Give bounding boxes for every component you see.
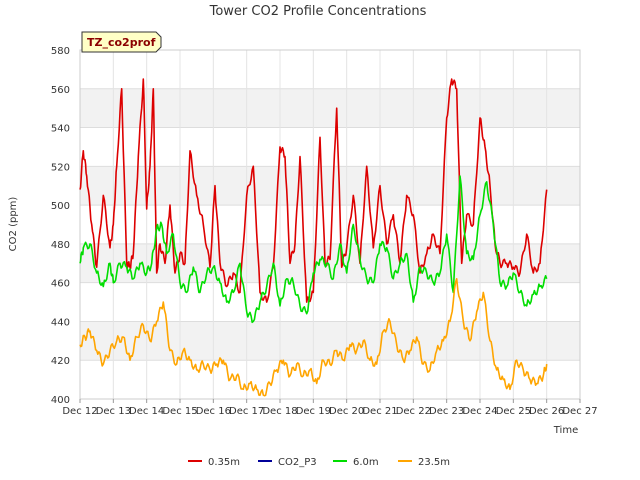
badge-label: TZ_co2prof — [87, 36, 156, 49]
x-tick-label: Dec 13 — [96, 406, 131, 417]
y-tick-label: 440 — [51, 317, 70, 328]
y-tick-label: 520 — [51, 162, 70, 173]
y-axis-label: CO2 (ppm) — [8, 197, 19, 252]
legend-label: 6.0m — [353, 457, 379, 468]
y-tick-label: 560 — [51, 85, 70, 96]
dataset-badge: TZ_co2prof — [81, 31, 162, 53]
x-tick-label: Dec 19 — [296, 406, 331, 417]
legend-label: 23.5m — [418, 457, 450, 468]
y-tick-label: 420 — [51, 356, 70, 367]
x-tick-label: Dec 17 — [229, 406, 264, 417]
plot-area-border — [79, 49, 581, 400]
background-band — [80, 166, 580, 206]
legend: 0.35m CO2_P3 6.0m 23.5m — [188, 457, 450, 468]
x-axis-label: Time — [553, 425, 578, 436]
x-tick-label: Dec 22 — [396, 406, 431, 417]
x-tick-label: Dec 25 — [496, 406, 531, 417]
x-tick-label: Dec 18 — [262, 406, 297, 417]
plot-background-bands — [80, 88, 580, 361]
x-tick-label: Dec 20 — [329, 406, 364, 417]
y-tick-label: 480 — [51, 240, 70, 251]
background-band — [80, 88, 580, 128]
y-tick-label: 540 — [51, 124, 70, 135]
background-band — [80, 321, 580, 361]
x-tick-label: Dec 12 — [62, 406, 97, 417]
y-axis-ticks: 400 420 440 460 480 500 520 540 560 580 — [51, 46, 70, 406]
x-tick-label: Dec 16 — [196, 406, 231, 417]
series-line-0.35m — [79, 78, 548, 303]
x-tick-label: Dec 21 — [362, 406, 397, 417]
x-tick-label: Dec 14 — [129, 406, 164, 417]
series-line-6.0m — [79, 175, 548, 324]
series-line-23.5m — [79, 277, 548, 397]
x-tick-label: Dec 23 — [429, 406, 464, 417]
x-tick-label: Dec 24 — [462, 406, 497, 417]
y-tick-label: 460 — [51, 279, 70, 290]
x-tick-label: Dec 27 — [562, 406, 597, 417]
x-tick-label: Dec 26 — [529, 406, 564, 417]
series-lines — [79, 78, 548, 397]
legend-label: 0.35m — [208, 457, 240, 468]
y-tick-label: 400 — [51, 395, 70, 406]
x-tick-label: Dec 15 — [162, 406, 197, 417]
legend-label: CO2_P3 — [278, 457, 317, 468]
y-tick-label: 500 — [51, 201, 70, 212]
y-tick-label: 580 — [51, 46, 70, 57]
chart-title: Tower CO2 Profile Concentrations — [209, 4, 427, 19]
